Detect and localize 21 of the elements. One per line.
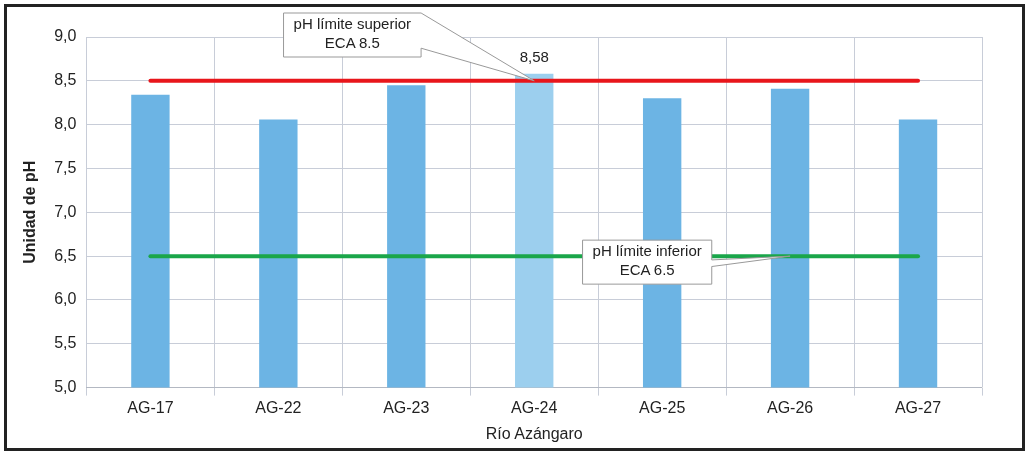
x-tick-label: AG-27 [894, 398, 942, 416]
x-tick-label: AG-23 [383, 398, 430, 416]
y-tick-label: 5,5 [54, 334, 77, 352]
x-tick-label: AG-22 [255, 398, 302, 416]
x-tick-label: AG-24 [511, 398, 558, 416]
y-tick-label: 6,0 [54, 290, 77, 308]
x-axis-title: Río Azángaro [485, 424, 583, 442]
y-tick-label: 6,5 [54, 246, 77, 264]
x-tick-label: AG-26 [766, 398, 814, 416]
y-axis-title: Unidad de pH [21, 160, 39, 264]
y-tick-label: 7,5 [54, 158, 77, 176]
y-tick-label: 8,5 [54, 71, 77, 89]
y-tick-label: 9,0 [54, 27, 77, 45]
x-tick-label: AG-25 [639, 398, 686, 416]
y-tick-label: 8,0 [54, 115, 77, 133]
y-tick-label: 5,0 [54, 378, 77, 396]
x-tick-label: AG-17 [127, 398, 174, 416]
data-label: 8,58 [519, 48, 549, 66]
ref-line-label: pH límite inferior ECA 6.5 [592, 241, 702, 278]
y-tick-label: 7,0 [54, 202, 77, 220]
ref-line-label: pH límite superior ECA 8.5 [293, 14, 412, 51]
